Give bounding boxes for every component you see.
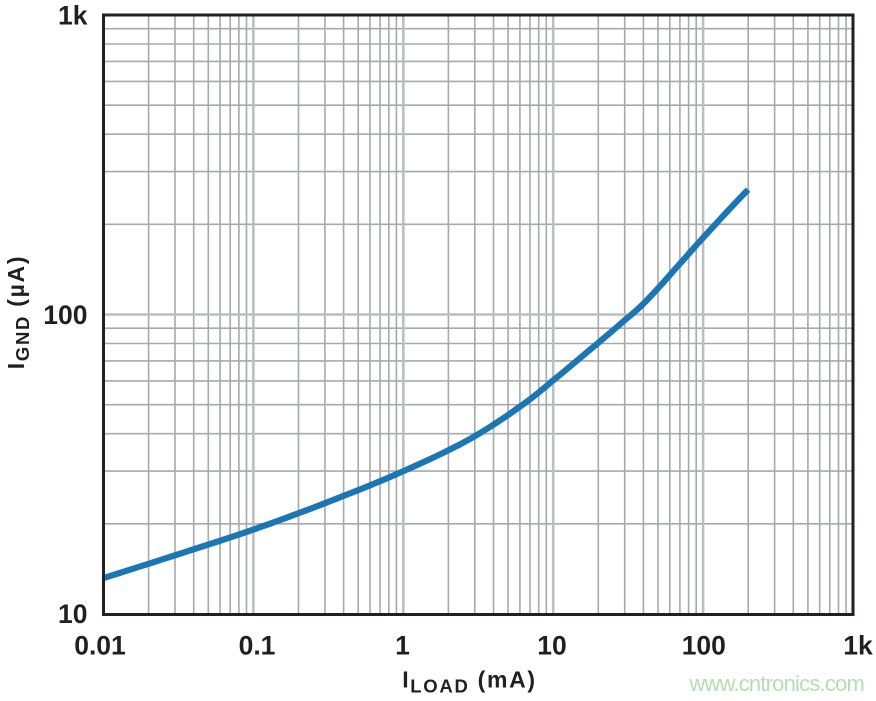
svg-text:1k: 1k: [843, 631, 873, 661]
svg-text:0.1: 0.1: [239, 631, 276, 661]
svg-text:10: 10: [537, 631, 566, 661]
svg-text:1: 1: [395, 631, 410, 661]
svg-text:0.01: 0.01: [74, 631, 126, 661]
svg-text:1k: 1k: [58, 1, 88, 31]
svg-text:100: 100: [43, 300, 87, 330]
svg-text:www.cntronics.com: www.cntronics.com: [688, 671, 864, 696]
svg-text:100: 100: [682, 631, 726, 661]
svg-text:10: 10: [58, 599, 87, 629]
